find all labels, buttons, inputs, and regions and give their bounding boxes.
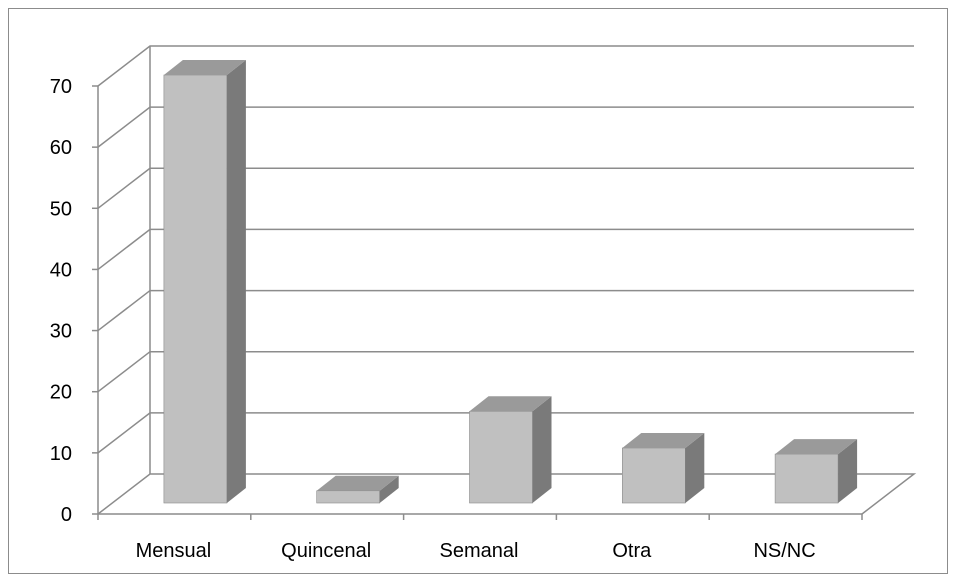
gridline [97,289,914,332]
gridline [97,412,914,454]
bar-top [469,396,552,412]
y-tick-label: 70 [50,76,72,98]
bar-top [622,432,705,448]
y-tick-label: 60 [50,137,72,159]
y-tick-label: 20 [50,382,72,404]
bar-front [621,447,686,504]
gridline [97,350,914,393]
x-tick-label: Semanal [440,540,519,562]
bar-side [532,396,552,503]
bar-front [316,490,381,504]
x-axis-tick-labels: Mensual Quincenal Semanal Otra NS/NC [136,540,816,562]
bar-top [316,475,399,491]
y-tick-label: 30 [50,321,72,343]
y-tick-label: 10 [50,443,72,465]
x-tick-label: NS/NC [753,540,815,562]
axes [92,85,863,520]
bar [621,432,705,504]
y-tick-label: 50 [50,198,72,220]
gridline [97,228,914,271]
bar-side [379,475,399,503]
x-tick-label: Otra [612,540,652,562]
gridlines [97,45,914,454]
bar [774,439,858,504]
bar [163,60,246,504]
bar-front [163,74,228,504]
bar-front [774,453,839,504]
bars [163,60,858,504]
y-tick-label: 0 [61,504,72,526]
bar-top [163,60,246,75]
x-tick-label: Quincenal [281,540,371,562]
bar-side [685,432,705,503]
bar-front [469,410,533,504]
bar-side [838,439,858,503]
gridline [97,106,914,148]
gridline [97,45,914,87]
y-axis-tick-labels: 0 10 20 30 40 50 60 70 [50,76,72,526]
gridline [97,167,914,209]
bar [469,396,552,504]
x-tick-label: Mensual [136,540,212,562]
bar [316,475,399,504]
bar-top [775,439,858,455]
bar-side [226,60,246,503]
y-tick-label: 40 [50,259,72,281]
